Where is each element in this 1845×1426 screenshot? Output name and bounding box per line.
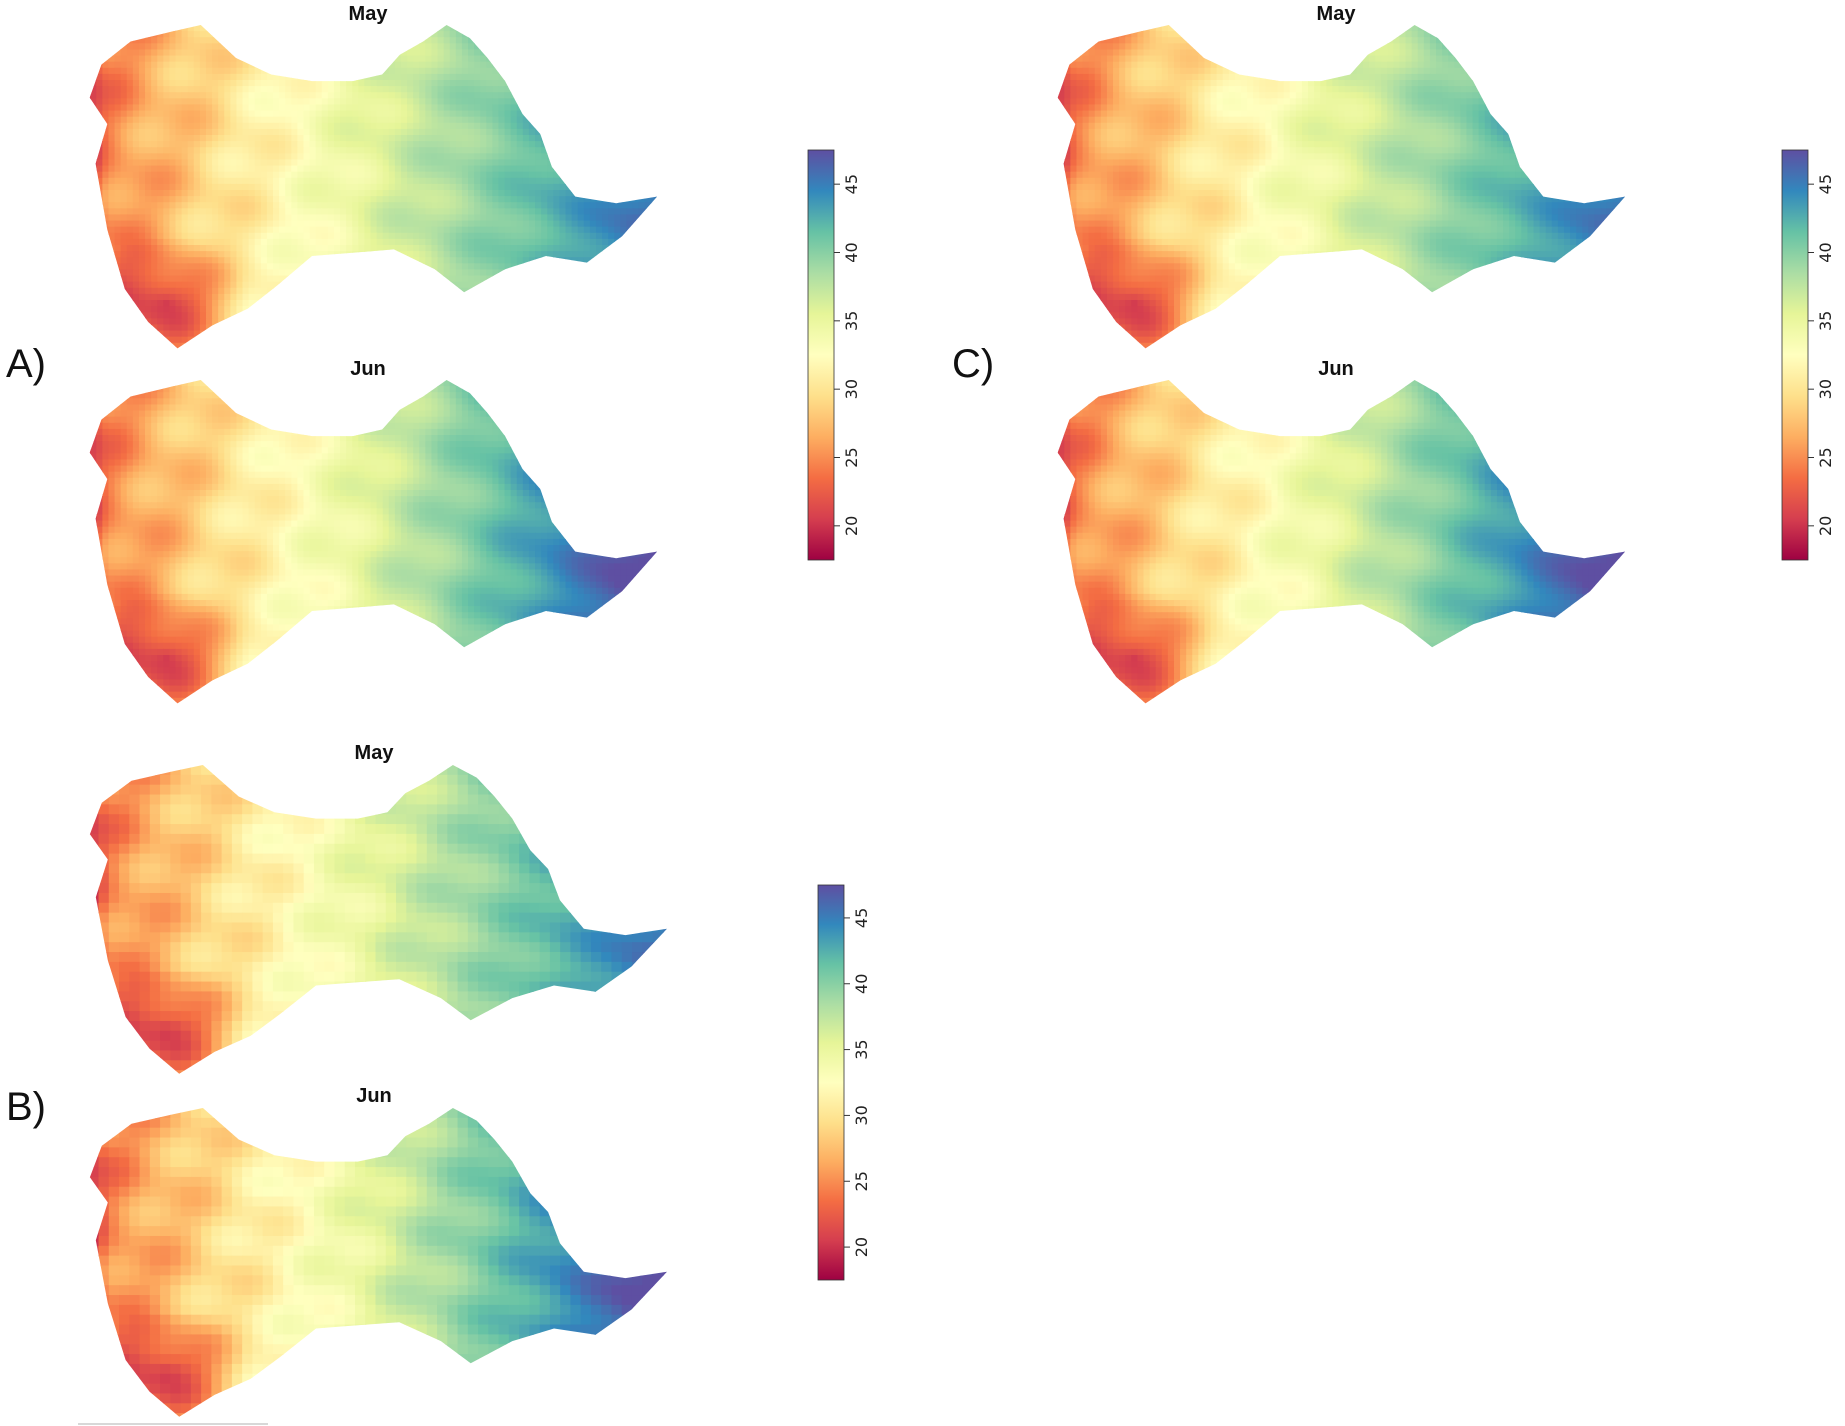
panel-label-c: C) (952, 342, 994, 387)
legend-tick-label: 40 (1816, 242, 1835, 262)
map-b-jun (89, 1108, 667, 1417)
legend-tick-label: 35 (852, 1039, 871, 1059)
legend-tick-label: 45 (1816, 174, 1835, 194)
map-b-may (89, 765, 667, 1074)
map-raster (89, 380, 658, 704)
map-a-jun (89, 380, 658, 704)
legend-tick-label: 25 (842, 447, 861, 467)
map-c-may (1057, 25, 1626, 349)
legend-tick-label: 35 (1816, 311, 1835, 331)
map-title-b-jun: Jun (356, 1085, 392, 1108)
map-title-b-may: May (355, 742, 394, 765)
legend-color-bar (1781, 149, 1809, 561)
legend-tick-label: 25 (1816, 447, 1835, 467)
scale-line (78, 1423, 268, 1425)
map-raster (89, 765, 667, 1074)
map-title-c-jun: Jun (1318, 358, 1354, 381)
map-title-c-may: May (1317, 3, 1356, 26)
map-raster (1057, 25, 1626, 349)
map-raster (1057, 380, 1626, 704)
legend-tick-label: 30 (1816, 379, 1835, 399)
legend-b: 20 25 30 35 40 45 (817, 884, 871, 1281)
legend-color-bar (817, 884, 845, 1281)
legend-tick-label: 45 (852, 908, 871, 928)
legend-tick-label: 40 (842, 242, 861, 262)
panel-label-b: B) (6, 1085, 46, 1130)
map-title-a-jun: Jun (350, 358, 386, 381)
map-raster (89, 1108, 667, 1417)
legend-tick-label: 20 (1816, 516, 1835, 536)
legend-tick-label: 40 (852, 974, 871, 994)
legend-tick-label: 45 (842, 174, 861, 194)
map-title-a-may: May (349, 3, 388, 26)
legend-tick-label: 30 (852, 1105, 871, 1125)
legend-tick-label: 20 (842, 516, 861, 536)
legend-tick-label: 25 (852, 1171, 871, 1191)
map-a-may (89, 25, 658, 349)
legend-tick-label: 20 (852, 1237, 871, 1257)
map-raster (89, 25, 658, 349)
legend-color-bar (807, 149, 835, 561)
legend-tick-label: 35 (842, 311, 861, 331)
legend-a: 20 25 30 35 40 45 (807, 149, 861, 561)
legend-tick-label: 30 (842, 379, 861, 399)
panel-label-a: A) (6, 342, 46, 387)
legend-c: 20 25 30 35 40 45 (1781, 149, 1835, 561)
map-c-jun (1057, 380, 1626, 704)
